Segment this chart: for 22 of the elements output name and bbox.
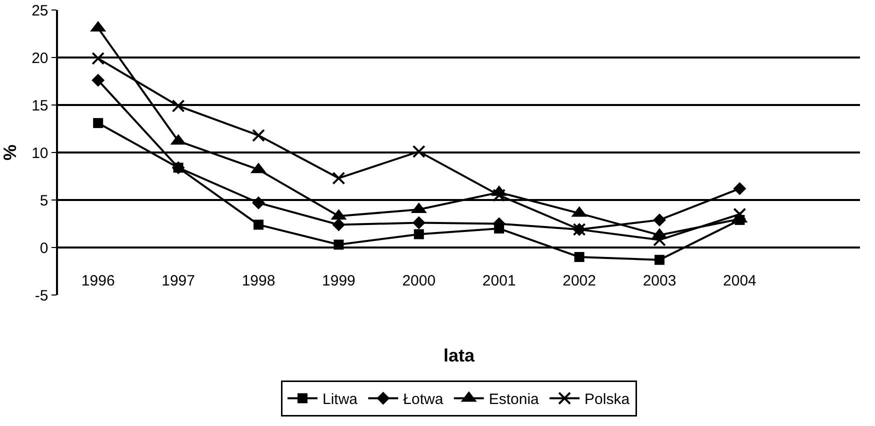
legend-label: Estonia [488, 391, 540, 408]
y-tick-label: -5 [34, 287, 48, 304]
x-tick-label: 2002 [562, 272, 596, 290]
y-tick-label: 5 [40, 192, 48, 210]
x-tick-label: 2004 [723, 272, 756, 290]
legend-label: Litwa [322, 391, 358, 408]
x-tick-label: 1998 [242, 272, 276, 290]
y-tick-label: 15 [32, 97, 48, 114]
legend-label: Łotwa [403, 391, 444, 408]
x-axis-title: lata [443, 346, 476, 366]
x-tick-label: 1997 [162, 272, 195, 290]
x-tick-label: 2003 [642, 272, 676, 290]
x-tick-label: 2000 [402, 272, 436, 290]
y-tick-label: 25 [32, 2, 48, 20]
y-tick-label: 20 [32, 50, 48, 67]
y-axis-title: % [0, 144, 20, 161]
y-tick-label: 10 [32, 144, 48, 162]
y-tick-label: 0 [40, 240, 48, 257]
x-tick-label: 1999 [322, 272, 356, 290]
x-tick-label: 2001 [482, 272, 516, 290]
x-tick-label: 1996 [81, 272, 115, 290]
legend-label: Polska [584, 391, 630, 408]
